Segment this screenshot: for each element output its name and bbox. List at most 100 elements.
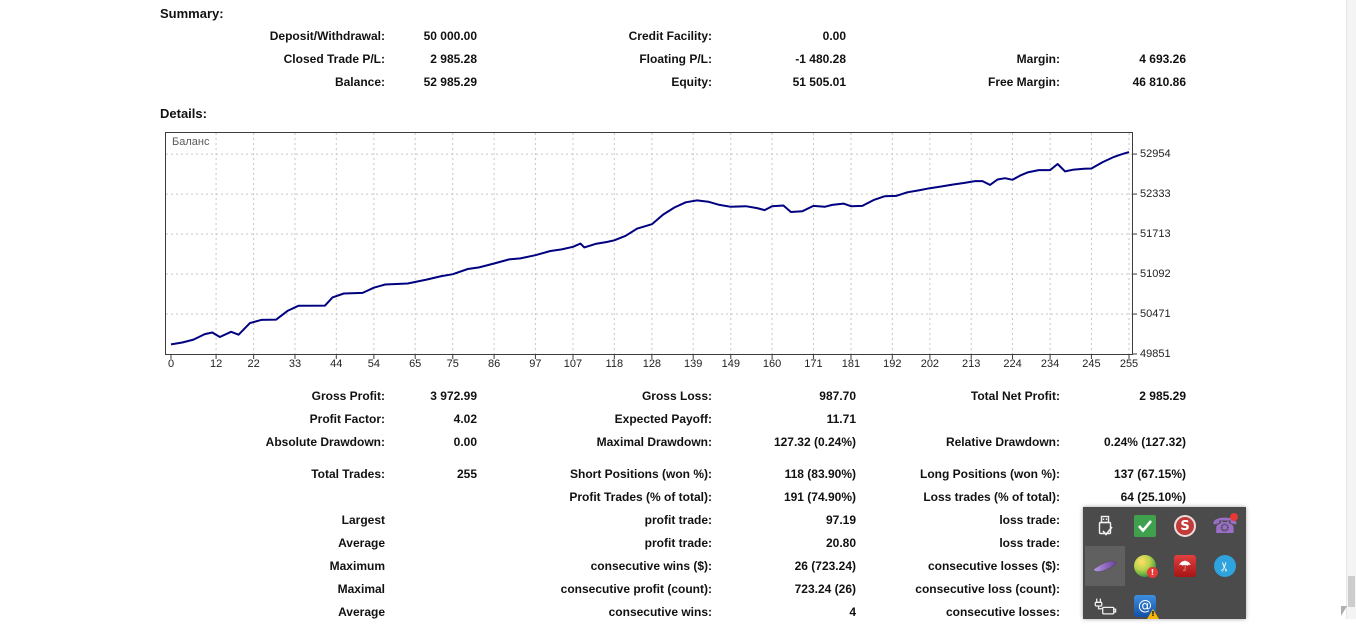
balance-line bbox=[170, 151, 1130, 346]
stat-value: 64 (25.10%) bbox=[1120, 490, 1186, 504]
stat-value: 255 bbox=[456, 467, 477, 481]
y-tick-label: 51092 bbox=[1140, 268, 1171, 281]
stat-label: consecutive wins: bbox=[608, 605, 712, 619]
x-tick-label: 160 bbox=[762, 358, 782, 370]
avira-umbrella-icon[interactable]: ☂ bbox=[1173, 554, 1197, 578]
tray-tile[interactable] bbox=[1085, 586, 1125, 626]
x-tick-label: 224 bbox=[1003, 358, 1022, 370]
y-tick-label: 52333 bbox=[1140, 188, 1171, 201]
summary-value: 51 505.01 bbox=[792, 75, 846, 89]
stat-label: Expected Payoff: bbox=[614, 412, 712, 426]
scrollbar-thumb[interactable] bbox=[1348, 576, 1355, 607]
summary-value: 4 693.26 bbox=[1139, 52, 1186, 66]
balance-chart-plot bbox=[166, 133, 1137, 359]
y-tick-label: 50471 bbox=[1140, 308, 1171, 321]
tray-tile[interactable] bbox=[1085, 546, 1125, 586]
y-tick-label: 51713 bbox=[1140, 228, 1171, 241]
x-tick-label: 139 bbox=[684, 358, 703, 370]
x-tick-label: 128 bbox=[642, 358, 662, 370]
summary-label: Floating P/L: bbox=[639, 52, 712, 66]
stat-label: Average bbox=[338, 536, 385, 550]
x-tick-label: 171 bbox=[804, 358, 823, 370]
feather-icon[interactable] bbox=[1093, 554, 1117, 578]
stat-label: consecutive wins ($): bbox=[590, 559, 712, 573]
x-tick-label: 181 bbox=[841, 358, 861, 370]
green-check-icon[interactable] bbox=[1133, 514, 1157, 538]
stat-value: 97.19 bbox=[825, 513, 856, 527]
stat-label: Gross Profit: bbox=[311, 389, 385, 403]
summary-value: 2 985.28 bbox=[430, 52, 477, 66]
summary-value: 52 985.29 bbox=[423, 75, 477, 89]
x-tick-label: 234 bbox=[1040, 358, 1060, 370]
scissors-circle-icon[interactable]: ✂ bbox=[1213, 554, 1237, 578]
stat-label: profit trade: bbox=[644, 513, 712, 527]
stat-label: consecutive losses: bbox=[945, 605, 1060, 619]
alert-orb-icon[interactable]: ! bbox=[1133, 554, 1158, 578]
x-tick-label: 213 bbox=[962, 358, 981, 370]
details-title: Details: bbox=[160, 106, 207, 121]
stat-value: 118 (83.90%) bbox=[784, 467, 856, 481]
stat-value: 127.32 (0.24%) bbox=[773, 435, 856, 449]
summary-label: Balance: bbox=[334, 75, 385, 89]
stat-value: 0.00 bbox=[453, 435, 477, 449]
stat-value: 2 985.29 bbox=[1139, 389, 1186, 403]
x-tick-label: 0 bbox=[167, 358, 175, 370]
stat-value: 4 bbox=[849, 605, 856, 619]
scrollbar-track[interactable] bbox=[1346, 0, 1356, 619]
x-tick-label: 12 bbox=[209, 358, 223, 370]
system-tray-popup: S ☎ ! ☂ ✂ @ ! bbox=[1083, 507, 1246, 619]
stat-label: Average bbox=[338, 605, 385, 619]
x-tick-label: 149 bbox=[721, 358, 740, 370]
stat-label: Relative Drawdown: bbox=[945, 435, 1060, 449]
stat-value: 987.70 bbox=[819, 389, 856, 403]
stat-label: Profit Factor: bbox=[309, 412, 385, 426]
x-tick-label: 118 bbox=[605, 358, 624, 370]
tray-tile[interactable]: ☎ bbox=[1205, 506, 1245, 546]
tray-tile[interactable] bbox=[1085, 506, 1125, 546]
balance-chart: Баланс bbox=[165, 132, 1137, 359]
x-tick-label: 75 bbox=[446, 358, 459, 370]
chart-legend-label: Баланс bbox=[169, 136, 213, 148]
summary-title: Summary: bbox=[160, 6, 224, 21]
spybot-icon[interactable]: S bbox=[1173, 514, 1197, 538]
tray-tile[interactable]: @ ! bbox=[1125, 586, 1165, 626]
stat-label: Maximal Drawdown: bbox=[596, 435, 712, 449]
stat-label: consecutive losses ($): bbox=[927, 559, 1060, 573]
stat-label: Short Positions (won %): bbox=[570, 467, 712, 481]
stat-value: 11.71 bbox=[826, 412, 856, 426]
summary-label: Margin: bbox=[1016, 52, 1060, 66]
stat-value: 137 (67.15%) bbox=[1113, 467, 1186, 481]
x-tick-label: 192 bbox=[883, 358, 902, 370]
summary-label: Credit Facility: bbox=[628, 29, 712, 43]
tray-tile[interactable]: S bbox=[1165, 506, 1205, 546]
summary-value: 50 000.00 bbox=[423, 29, 477, 43]
x-tick-label: 107 bbox=[563, 358, 583, 370]
stat-label: Total Trades: bbox=[311, 467, 385, 481]
x-tick-label: 255 bbox=[1119, 358, 1139, 370]
x-tick-label: 86 bbox=[487, 358, 501, 370]
usb-device-icon[interactable] bbox=[1093, 514, 1117, 538]
stat-label: loss trade: bbox=[999, 513, 1060, 527]
stat-label: Largest bbox=[341, 513, 385, 527]
stat-label: Total Net Profit: bbox=[970, 389, 1060, 403]
stat-label: consecutive loss (count): bbox=[915, 582, 1060, 596]
tray-tile[interactable] bbox=[1125, 506, 1165, 546]
stat-label: Gross Loss: bbox=[641, 389, 712, 403]
viber-icon[interactable]: ☎ bbox=[1211, 513, 1239, 538]
power-plug-icon[interactable] bbox=[1093, 594, 1117, 618]
stat-label: consecutive profit (count): bbox=[560, 582, 712, 596]
email-warning-icon[interactable]: @ ! bbox=[1133, 594, 1159, 619]
tray-tile[interactable]: ☂ bbox=[1165, 546, 1205, 586]
summary-label: Equity: bbox=[671, 75, 712, 89]
stat-label: loss trade: bbox=[999, 536, 1060, 550]
stat-label: Profit Trades (% of total): bbox=[569, 490, 712, 504]
y-tick-label: 52954 bbox=[1140, 148, 1171, 161]
stat-value: 20.80 bbox=[825, 536, 856, 550]
stat-value: 191 (74.90%) bbox=[783, 490, 856, 504]
x-tick-label: 44 bbox=[330, 358, 343, 370]
stat-value: 723.24 (26) bbox=[794, 582, 856, 596]
tray-tile[interactable]: ! bbox=[1125, 546, 1165, 586]
summary-value: -1 480.28 bbox=[795, 52, 846, 66]
stat-label: Maximal bbox=[337, 582, 385, 596]
tray-tile[interactable]: ✂ bbox=[1205, 546, 1245, 586]
